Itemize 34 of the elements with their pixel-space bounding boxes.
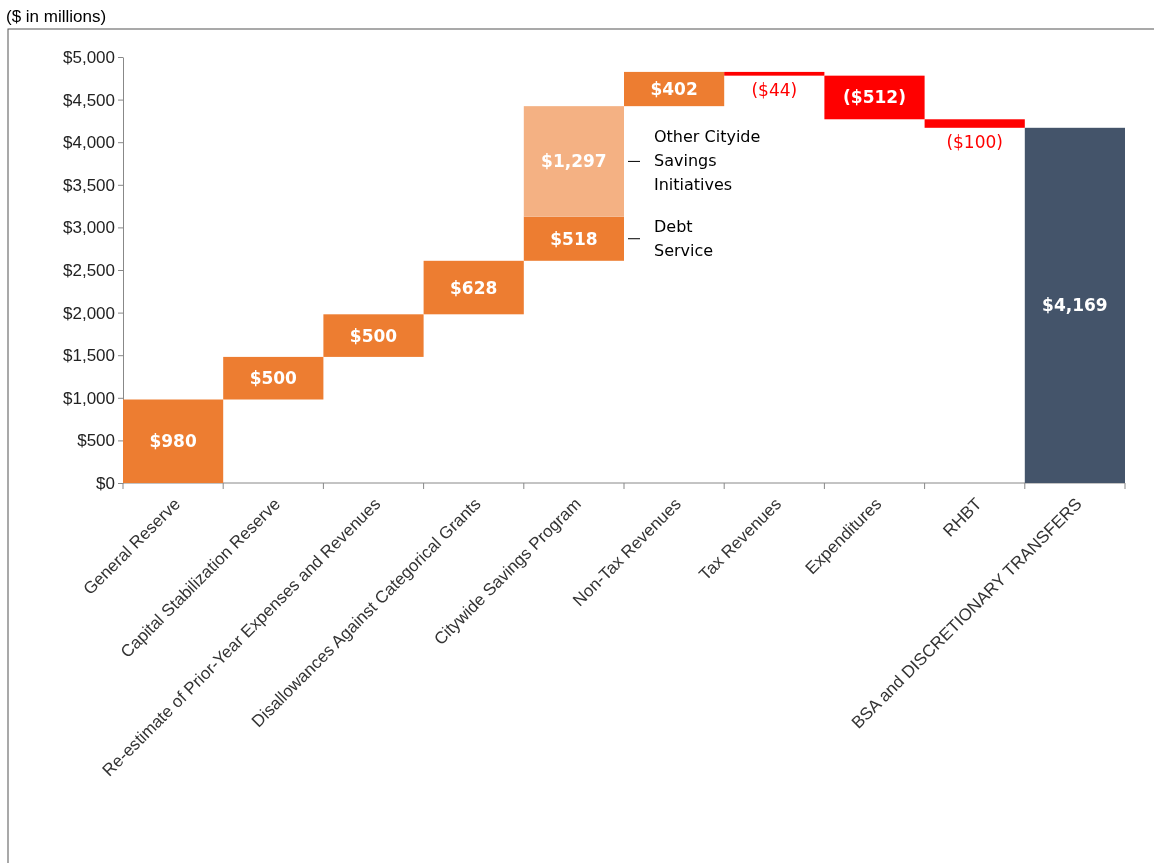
series-label: Debt Service bbox=[654, 216, 714, 260]
bar bbox=[724, 71, 825, 76]
series-label: Other Cityide Savings Initiatives bbox=[654, 127, 761, 195]
y-tick-label: $500 bbox=[77, 431, 115, 451]
y-tick-label: $1,000 bbox=[63, 388, 115, 408]
data-label: $500 bbox=[249, 368, 298, 389]
y-tick-label: $5,000 bbox=[63, 47, 115, 67]
y-tick-label: $3,500 bbox=[63, 175, 115, 195]
data-label: $402 bbox=[650, 79, 698, 100]
bar bbox=[223, 356, 324, 400]
data-label: $500 bbox=[349, 325, 398, 346]
y-tick-label: $2,000 bbox=[63, 303, 115, 323]
y-tick-label: $0 bbox=[96, 473, 115, 493]
data-label: $628 bbox=[450, 277, 498, 298]
y-tick-label: $4,000 bbox=[63, 133, 115, 153]
bar bbox=[523, 106, 624, 217]
chart-title: ($ in millions) bbox=[6, 7, 107, 26]
y-tick-label: $1,500 bbox=[63, 346, 115, 366]
data-label: $980 bbox=[149, 431, 197, 452]
bar bbox=[1024, 127, 1125, 483]
bar bbox=[123, 399, 224, 483]
data-label: $518 bbox=[550, 228, 598, 249]
data-label: ($512) bbox=[843, 87, 906, 108]
y-tick-label: $2,500 bbox=[63, 260, 115, 280]
data-label: $1,297 bbox=[541, 151, 607, 172]
y-tick-label: $3,000 bbox=[63, 218, 115, 238]
data-label: ($44) bbox=[751, 79, 798, 100]
bar bbox=[423, 260, 524, 315]
data-label: $4,169 bbox=[1042, 295, 1108, 316]
bar bbox=[323, 314, 424, 357]
bar bbox=[924, 119, 1025, 128]
data-label: ($100) bbox=[946, 131, 1003, 152]
bar bbox=[523, 216, 624, 261]
y-tick-label: $4,500 bbox=[63, 90, 115, 110]
